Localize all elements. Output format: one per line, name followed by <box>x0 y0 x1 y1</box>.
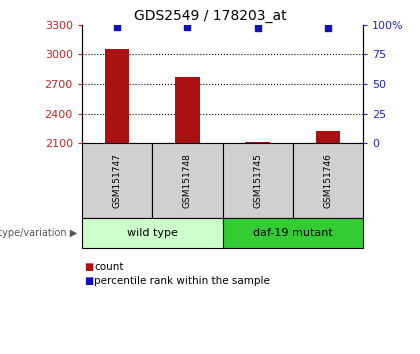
Text: percentile rank within the sample: percentile rank within the sample <box>94 276 270 286</box>
Text: daf-19 mutant: daf-19 mutant <box>253 228 333 238</box>
Text: GSM151745: GSM151745 <box>253 153 262 208</box>
Text: genotype/variation ▶: genotype/variation ▶ <box>0 228 78 238</box>
Text: GSM151747: GSM151747 <box>113 153 121 208</box>
Bar <box>175 77 200 143</box>
Text: GSM151746: GSM151746 <box>324 153 333 208</box>
Text: wild type: wild type <box>127 228 178 238</box>
Point <box>325 25 331 31</box>
Point <box>114 24 121 29</box>
Text: ■: ■ <box>84 276 93 286</box>
Text: count: count <box>94 262 124 272</box>
Bar <box>105 49 129 143</box>
Text: GDS2549 / 178203_at: GDS2549 / 178203_at <box>134 9 286 23</box>
Point <box>255 25 261 31</box>
Bar <box>245 142 270 143</box>
Point <box>184 24 191 29</box>
Text: ■: ■ <box>84 262 93 272</box>
Text: GSM151748: GSM151748 <box>183 153 192 208</box>
Bar <box>316 131 341 143</box>
